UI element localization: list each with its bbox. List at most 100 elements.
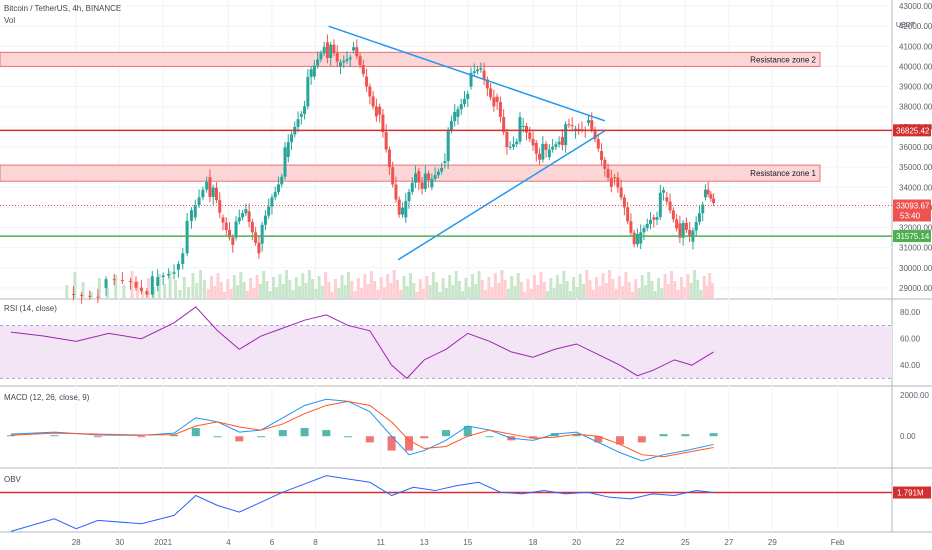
macd-histogram-bar: [709, 433, 718, 437]
candle-body: [508, 146, 512, 148]
candle-body: [197, 197, 201, 205]
candle-body: [472, 71, 476, 73]
volume-bar: [611, 279, 615, 298]
volume-bar: [464, 278, 468, 298]
candle-body: [267, 206, 271, 216]
volume-bar: [376, 290, 380, 298]
volume-bar: [258, 284, 262, 298]
volume-bar: [81, 282, 85, 298]
volume-bar: [311, 279, 315, 298]
candle-body: [335, 53, 339, 62]
price-tick-label: 40000.00: [899, 62, 932, 71]
volume-bar: [595, 277, 599, 298]
candle-body: [283, 147, 287, 177]
candle-body: [394, 184, 398, 200]
macd-histogram-bar: [594, 436, 603, 443]
candle-body: [587, 120, 591, 123]
macd-histogram-bar: [93, 436, 102, 438]
volume-bar: [418, 279, 422, 298]
volume-bar: [236, 285, 240, 298]
candle-body: [564, 124, 568, 146]
rsi-tick-label: 40.00: [900, 361, 921, 370]
volume-bar: [182, 277, 186, 298]
volume-bar: [353, 291, 357, 298]
macd-histogram-bar: [529, 436, 538, 439]
volume-bar: [490, 287, 494, 298]
candle-body: [134, 281, 138, 288]
candle-body: [446, 130, 450, 162]
volume-bar: [360, 288, 364, 298]
volume-bar: [467, 287, 471, 298]
candle-body: [176, 263, 180, 270]
candle-body: [104, 279, 108, 288]
candle-body: [538, 153, 542, 160]
candle-body: [681, 222, 685, 238]
candle-body: [649, 219, 653, 225]
macd-histogram-bar: [170, 434, 179, 437]
candle-body: [145, 291, 149, 295]
candle-body: [655, 217, 659, 220]
candle-body: [462, 98, 466, 105]
volume-bar: [255, 275, 259, 298]
candle-body: [254, 232, 258, 243]
volume-bar: [386, 274, 390, 298]
volume-bar: [705, 286, 709, 298]
candle-body: [348, 57, 352, 60]
candle-body: [234, 221, 238, 238]
volume-bar: [245, 291, 249, 298]
volume-bar: [191, 273, 195, 298]
rsi-band: [0, 325, 892, 379]
candle-body: [286, 142, 290, 158]
candle-body: [241, 213, 245, 218]
volume-bar: [461, 291, 465, 298]
volume-bar: [634, 279, 638, 298]
candle-body: [642, 228, 646, 233]
macd-histogram-bar: [365, 436, 374, 443]
candle-body: [296, 119, 300, 127]
candle-body: [423, 173, 427, 189]
candle-body: [338, 62, 342, 67]
candle-body: [489, 88, 493, 98]
candle-body: [374, 106, 378, 117]
volume-bar: [382, 287, 386, 298]
volume-bar: [523, 292, 527, 298]
candle-body: [479, 68, 483, 70]
candle-body: [156, 277, 160, 286]
volume-bar: [122, 285, 126, 298]
candle-body: [368, 86, 372, 97]
candle-body: [652, 217, 656, 220]
triangle-trendline: [397, 130, 606, 261]
candle-body: [303, 106, 307, 114]
macd-histogram-bar: [681, 434, 690, 437]
candle-body: [511, 144, 515, 147]
candle-body: [397, 199, 401, 215]
volume-bar: [320, 286, 324, 298]
volume-bar: [679, 277, 683, 298]
candle-body: [290, 134, 294, 143]
volume-bar: [307, 270, 311, 298]
candle-body: [524, 126, 528, 133]
volume-bar: [640, 275, 644, 298]
volume-bar: [575, 287, 579, 298]
volume-bar: [562, 271, 566, 298]
candle-body: [276, 184, 280, 193]
volume-bar: [435, 282, 439, 298]
volume-bar: [333, 279, 337, 298]
last-price-label: 33093.67: [896, 202, 930, 211]
volume-label: Vol: [4, 16, 16, 25]
volume-bar: [660, 288, 664, 298]
volume-bar: [106, 288, 110, 298]
volume-bar: [608, 270, 612, 298]
time-tick-label: 11: [377, 538, 386, 547]
candle-body: [476, 69, 480, 72]
volume-bar: [689, 283, 693, 298]
volume-bar: [209, 276, 213, 298]
volume-bar: [347, 272, 351, 298]
volume-bar: [223, 292, 226, 298]
volume-bar: [412, 283, 416, 298]
candle-body: [224, 222, 228, 230]
volume-bar: [591, 290, 595, 298]
candle-body: [80, 294, 84, 296]
volume-bar: [229, 289, 233, 298]
